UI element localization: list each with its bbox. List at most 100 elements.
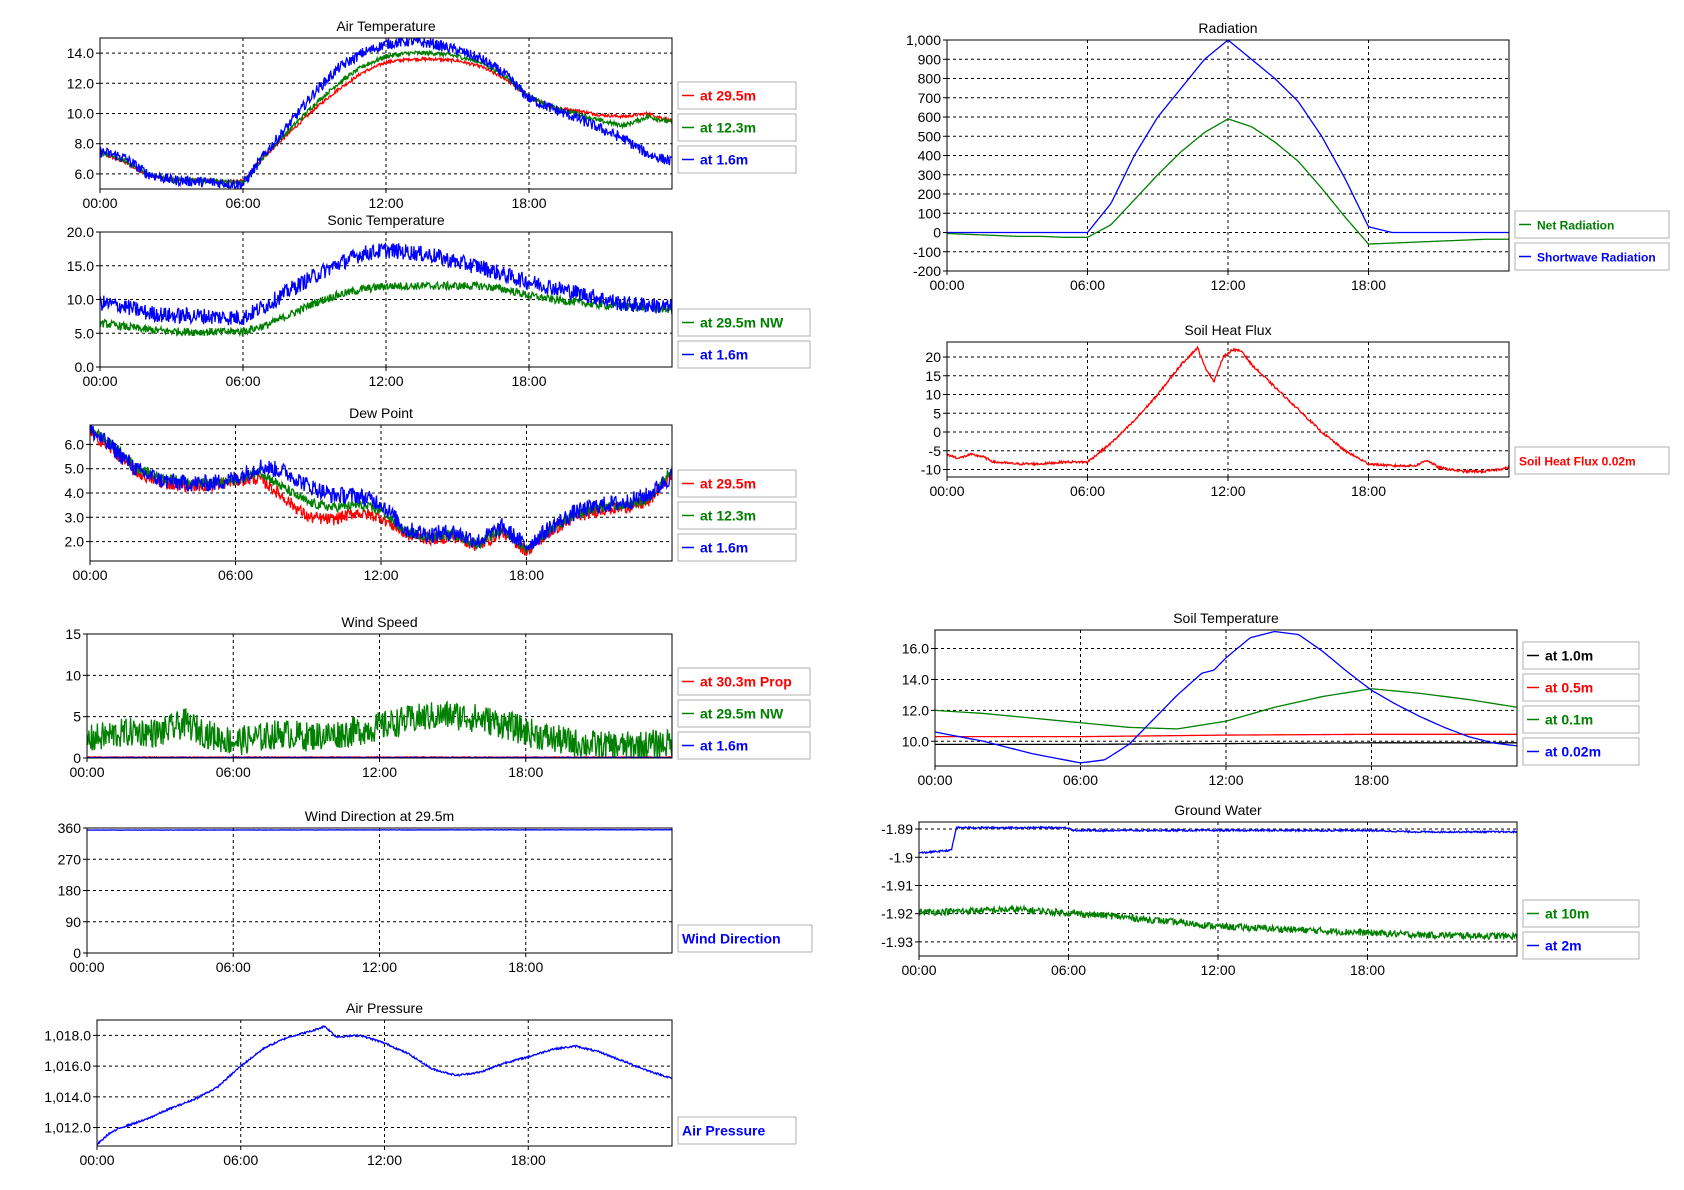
legend-item: at 1.6m (677, 731, 811, 760)
y-tick-label: 180 (58, 883, 82, 899)
y-tick-label: 10.0 (67, 106, 94, 122)
legend-label: Air Pressure (682, 1123, 765, 1139)
x-tick-label: 12:00 (362, 959, 397, 975)
x-tick-label: 00:00 (929, 277, 964, 293)
legend-label: at 29.5m NW (700, 315, 784, 331)
series-line-1 (100, 49, 672, 187)
legend-item: at 30.3m Prop (677, 667, 811, 696)
legend-item: Wind Direction (677, 924, 813, 953)
legend-label: at 1.6m (700, 540, 748, 556)
y-tick-label: 14.0 (902, 671, 929, 687)
y-tick-label: 5 (933, 405, 941, 421)
legend-label: at 29.5m (700, 88, 756, 104)
chart-title: Wind Direction at 29.5m (305, 808, 454, 824)
series-line-1 (947, 40, 1509, 234)
y-tick-label: 12.0 (67, 75, 94, 91)
legend-box (677, 533, 797, 562)
legend-box (1522, 705, 1640, 734)
legend-label: at 1.0m (1545, 648, 1593, 664)
legend-box (677, 667, 811, 696)
y-tick-label: 360 (58, 820, 82, 836)
y-tick-label: 1,014.0 (44, 1089, 91, 1105)
y-tick-label: 500 (918, 128, 942, 144)
y-tick-label: 700 (918, 90, 942, 106)
legend-box (677, 308, 811, 337)
y-tick-label: 12.0 (902, 702, 929, 718)
legend-item: at 29.5m (677, 81, 797, 110)
y-tick-label: 5.0 (65, 461, 85, 477)
x-tick-label: 18:00 (508, 959, 543, 975)
legend-box (677, 469, 797, 498)
legend-box (677, 113, 797, 142)
legend-box (677, 1116, 797, 1145)
chart-sonic-temperature: Sonic Temperature 0.0 5.0 10.0 15.0 20.0 00:00… (67, 212, 811, 389)
y-tick-label: 14.0 (67, 45, 94, 61)
x-tick-label: 00:00 (72, 567, 107, 583)
legend-label: at 29.5m NW (700, 706, 784, 722)
chart-title: Radiation (1198, 20, 1257, 36)
legend-label: Wind Direction (682, 931, 781, 947)
x-tick-label: 12:00 (1208, 772, 1243, 788)
series-line-0 (87, 828, 672, 831)
series-line-0 (947, 118, 1509, 245)
legend-box (677, 501, 797, 530)
legend-item: at 0.5m (1522, 673, 1640, 702)
y-tick-label: 200 (918, 186, 942, 202)
y-tick-label: 3.0 (65, 509, 85, 525)
y-tick-label: 1,000 (906, 32, 941, 48)
legend-box (1522, 931, 1640, 960)
chart-soil-heat-flux: Soil Heat Flux -10 -5 0 5 10 15 20 00:00 06:00 12:… (921, 322, 1670, 499)
x-tick-label: 12:00 (1200, 962, 1235, 978)
y-tick-label: 300 (918, 167, 942, 183)
y-tick-label: 6.0 (65, 436, 85, 452)
legend-item: at 10m (1522, 899, 1640, 928)
legend-item: at 12.3m (677, 113, 797, 142)
y-tick-label: 20.0 (67, 224, 94, 240)
x-tick-label: 00:00 (929, 483, 964, 499)
y-tick-label: 10 (65, 667, 81, 683)
x-tick-label: 06:00 (1070, 483, 1105, 499)
legend-label: at 1.6m (700, 152, 748, 168)
legend-label: at 12.3m (700, 120, 756, 136)
chart-title: Soil Temperature (1173, 610, 1279, 626)
y-tick-label: 6.0 (75, 166, 95, 182)
legend-item: at 29.5m (677, 469, 797, 498)
y-tick-label: 5.0 (75, 325, 95, 341)
series-line-1 (919, 825, 1517, 855)
x-tick-label: 00:00 (82, 373, 117, 389)
x-tick-label: 12:00 (367, 1152, 402, 1168)
legend-box (677, 81, 797, 110)
chart-wind-speed: Wind Speed 0 5 10 15 00:00 06:00 12:00 18:00 at 3… (65, 614, 811, 780)
y-tick-label: 1,012.0 (44, 1120, 91, 1136)
y-tick-label: 270 (58, 851, 82, 867)
legend-box (1522, 673, 1640, 702)
series-line-3 (935, 630, 1517, 764)
x-tick-label: 06:00 (223, 1152, 258, 1168)
y-tick-label: 5 (73, 709, 81, 725)
legend-label: at 1.6m (700, 738, 748, 754)
series-line-0 (947, 345, 1509, 475)
legend-item: Shortwave Radiation (1514, 242, 1670, 271)
x-tick-label: 06:00 (225, 373, 260, 389)
series-line-2 (100, 38, 672, 189)
legend-item: at 1.6m (677, 340, 811, 369)
legend-item: Soil Heat Flux 0.02m (1514, 446, 1670, 475)
series-line-1 (100, 241, 672, 326)
y-tick-label: 0 (73, 945, 81, 961)
y-tick-label: 20 (925, 349, 941, 365)
chart-wind-direction: Wind Direction at 29.5m 0 90 180 270 360 00:00… (58, 808, 813, 975)
legend-item: Net Radiation (1514, 210, 1670, 239)
chart-title: Dew Point (349, 405, 413, 421)
legend-label: at 2m (1545, 938, 1582, 954)
y-tick-label: 2.0 (65, 534, 85, 550)
legend-item: at 0.1m (1522, 705, 1640, 734)
x-tick-label: 12:00 (1210, 277, 1245, 293)
y-tick-label: 800 (918, 71, 942, 87)
y-tick-label: -1.92 (881, 906, 913, 922)
x-tick-label: 06:00 (1070, 277, 1105, 293)
y-tick-label: -200 (913, 263, 941, 279)
y-tick-label: 1,016.0 (44, 1058, 91, 1074)
chart-title: Wind Speed (341, 614, 417, 630)
legend-item: at 12.3m (677, 501, 797, 530)
y-tick-label: 0 (73, 750, 81, 766)
